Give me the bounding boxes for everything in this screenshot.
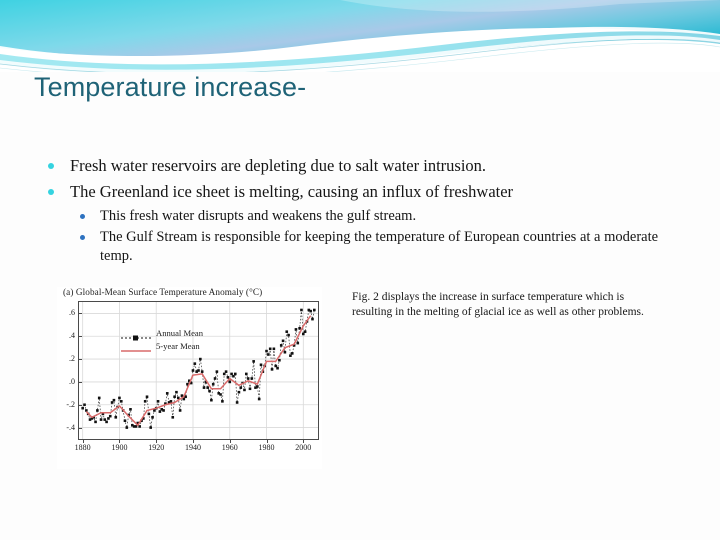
bullet-text: Fresh water reservoirs are depleting due…	[70, 156, 487, 175]
x-axis-tick-mark	[192, 439, 194, 443]
y-axis-tick-mark	[78, 336, 82, 338]
header-wave-decoration	[0, 0, 720, 72]
bullet-item-1: Fresh water reservoirs are depleting due…	[40, 155, 680, 177]
y-axis-tick-mark	[78, 404, 82, 406]
legend-swatch-5-year-mean	[121, 342, 151, 352]
bullet-text: The Greenland ice sheet is melting, caus…	[70, 182, 514, 201]
x-axis-tick-mark	[266, 439, 268, 443]
x-axis-tick-label: 1880	[74, 443, 91, 452]
y-axis-tick-label: .2	[69, 354, 75, 364]
legend-entry-5-year-mean: 5-year Mean	[121, 341, 203, 352]
header-wave-svg	[0, 0, 720, 72]
x-axis-tick-label: 1920	[148, 443, 165, 452]
legend-entry-annual-mean: Annual Mean	[121, 328, 204, 341]
figure-image: (a) Global-Mean Surface Temperature Anom…	[57, 287, 322, 469]
chart-plot-area: Annual Mean 5-year Mean	[78, 301, 319, 440]
dot-bullet-icon	[48, 189, 54, 195]
y-axis-tick-mark	[78, 427, 82, 429]
x-axis-tick-mark	[156, 439, 158, 443]
bullet-text: The Gulf Stream is responsible for keepi…	[100, 229, 659, 264]
y-axis-tick-label: .4	[69, 331, 75, 341]
dot-bullet-icon	[80, 235, 85, 240]
y-axis-tick-label: .6	[69, 308, 75, 318]
bullet-list: Fresh water reservoirs are depleting due…	[40, 155, 680, 268]
x-axis-tick-label: 1900	[111, 443, 128, 452]
page-title: Temperature increase-	[34, 72, 307, 102]
x-axis-tick-label: 2000	[295, 443, 312, 452]
figure-caption: Fig. 2 displays the increase in surface …	[352, 291, 644, 318]
legend-swatch-annual-mean	[121, 329, 151, 341]
y-axis-tick-mark	[78, 381, 82, 383]
y-axis-tick-label: .0	[69, 376, 75, 386]
dot-bullet-icon	[80, 214, 85, 219]
x-axis-tick-mark	[82, 439, 84, 443]
chart-legend: Annual Mean 5-year Mean	[121, 328, 203, 354]
y-axis-tick-mark	[78, 359, 82, 361]
sub-bullet-item-2: The Gulf Stream is responsible for keepi…	[40, 228, 680, 266]
x-axis-tick-label: 1940	[184, 443, 201, 452]
x-axis-tick-label: 1980	[258, 443, 275, 452]
sub-bullet-item-1: This fresh water disrupts and weakens th…	[40, 207, 680, 226]
y-axis-tick-label: -.4	[66, 422, 75, 432]
y-axis-tick-mark	[78, 313, 82, 315]
y-axis-tick-label: -.2	[66, 399, 75, 409]
dot-bullet-icon	[48, 163, 54, 169]
bullet-item-2: The Greenland ice sheet is melting, caus…	[40, 181, 680, 203]
x-axis-tick-label: 1960	[221, 443, 238, 452]
solid-line-icon	[121, 350, 151, 352]
x-axis-tick-mark	[119, 439, 121, 443]
chart-series-svg	[79, 302, 318, 439]
legend-label-5-year-mean: 5-year Mean	[156, 341, 200, 351]
chart-title: (a) Global-Mean Surface Temperature Anom…	[63, 287, 263, 297]
x-axis-tick-mark	[303, 439, 305, 443]
x-axis-tick-mark	[229, 439, 231, 443]
legend-label-annual-mean: Annual Mean	[156, 328, 204, 338]
bullet-text: This fresh water disrupts and weakens th…	[100, 208, 417, 224]
dashed-line-icon	[121, 335, 151, 341]
